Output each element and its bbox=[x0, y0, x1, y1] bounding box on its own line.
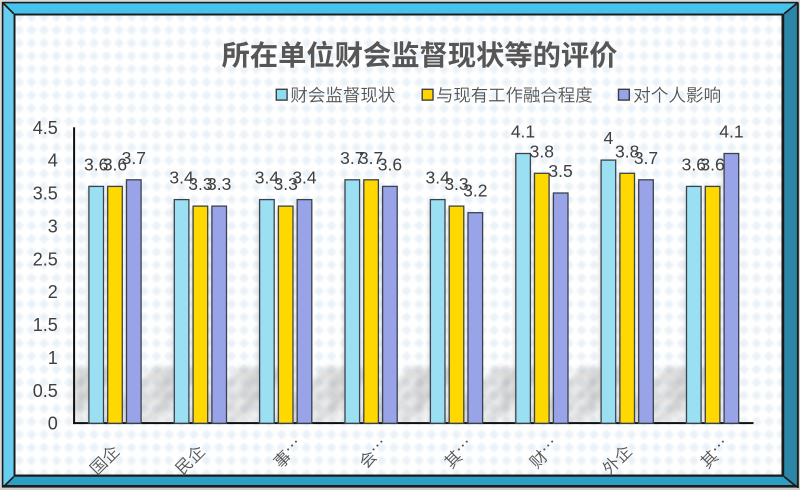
svg-text:3.8: 3.8 bbox=[530, 141, 554, 161]
svg-text:3.7: 3.7 bbox=[340, 148, 364, 168]
svg-text:3.8: 3.8 bbox=[615, 141, 639, 161]
svg-text:3.2: 3.2 bbox=[463, 181, 487, 201]
svg-text:3.6: 3.6 bbox=[378, 154, 402, 174]
svg-text:3.4: 3.4 bbox=[169, 168, 194, 188]
svg-text:1: 1 bbox=[48, 348, 58, 368]
svg-text:3.4: 3.4 bbox=[426, 168, 451, 188]
svg-text:2.5: 2.5 bbox=[33, 249, 58, 269]
svg-text:3.6: 3.6 bbox=[682, 154, 706, 174]
svg-text:3.4: 3.4 bbox=[255, 168, 280, 188]
svg-text:3.5: 3.5 bbox=[548, 161, 572, 181]
svg-text:3.3: 3.3 bbox=[444, 174, 468, 194]
svg-text:4: 4 bbox=[604, 128, 614, 148]
svg-text:3.7: 3.7 bbox=[634, 148, 658, 168]
svg-text:3.7: 3.7 bbox=[122, 148, 146, 168]
svg-text:4.1: 4.1 bbox=[719, 122, 743, 142]
svg-text:0: 0 bbox=[48, 414, 58, 434]
svg-text:3.4: 3.4 bbox=[292, 168, 317, 188]
svg-text:4.5: 4.5 bbox=[33, 118, 58, 138]
svg-text:3.3: 3.3 bbox=[274, 174, 298, 194]
svg-text:1.5: 1.5 bbox=[33, 315, 58, 335]
svg-text:2: 2 bbox=[48, 282, 58, 302]
svg-text:3.6: 3.6 bbox=[84, 154, 108, 174]
svg-text:3.5: 3.5 bbox=[33, 184, 58, 204]
svg-text:3.6: 3.6 bbox=[700, 154, 724, 174]
svg-text:0.5: 0.5 bbox=[33, 381, 58, 401]
svg-text:3.6: 3.6 bbox=[103, 154, 127, 174]
svg-text:3.3: 3.3 bbox=[207, 174, 231, 194]
svg-text:3.7: 3.7 bbox=[359, 148, 383, 168]
svg-text:4.1: 4.1 bbox=[511, 122, 535, 142]
svg-text:3.3: 3.3 bbox=[188, 174, 212, 194]
svg-text:3: 3 bbox=[48, 217, 58, 237]
svg-text:4: 4 bbox=[48, 151, 58, 171]
